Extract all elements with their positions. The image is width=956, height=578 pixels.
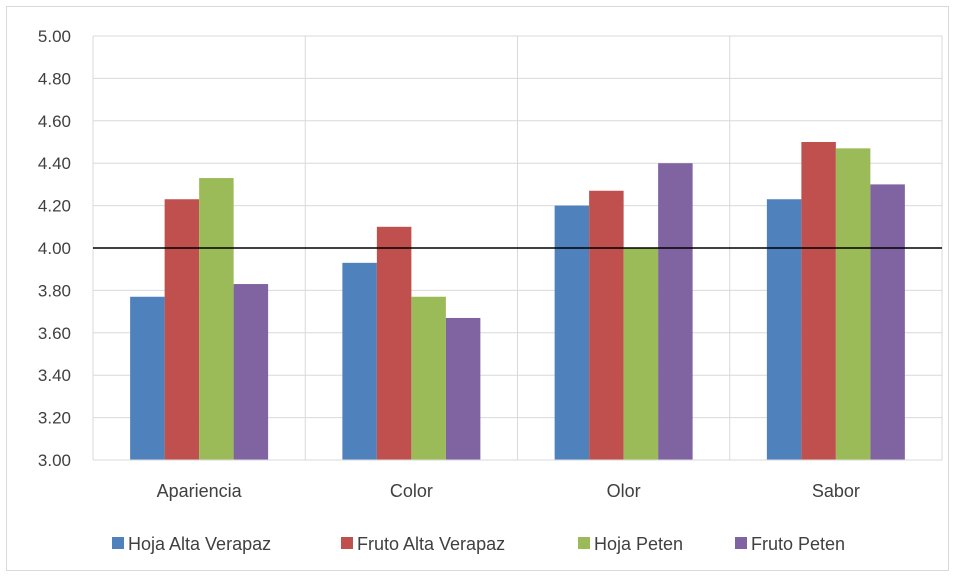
y-tick-label: 4.40 [38, 154, 71, 173]
legend-swatch [341, 537, 353, 549]
y-tick-label: 4.00 [38, 239, 71, 258]
bar [342, 262, 377, 460]
bar [870, 184, 905, 460]
legend-label: Fruto Peten [751, 534, 845, 554]
y-tick-label: 5.00 [38, 27, 71, 46]
legend-swatch [112, 537, 124, 549]
bar [376, 226, 412, 460]
y-tick-label: 4.80 [38, 69, 71, 88]
x-category-label: Apariencia [157, 481, 243, 501]
bars [130, 142, 905, 461]
bar [766, 199, 802, 461]
y-tick-label: 3.00 [38, 451, 71, 470]
x-axis-category-labels: Apariencia Color Olor Sabor [157, 481, 860, 501]
bar [835, 148, 871, 461]
legend: Hoja Alta Verapaz Fruto Alta Verapaz Hoja … [112, 534, 845, 554]
y-tick-label: 3.40 [38, 366, 71, 385]
y-tick-label: 4.20 [38, 197, 71, 216]
bar [554, 205, 590, 460]
y-tick-label: 3.60 [38, 324, 71, 343]
legend-label: Hoja Alta Verapaz [128, 534, 271, 554]
bar [130, 296, 165, 460]
x-category-label: Olor [607, 481, 641, 501]
bar [589, 190, 624, 460]
bar [658, 163, 693, 460]
bar [623, 248, 659, 460]
bar [445, 317, 481, 460]
y-tick-label: 3.80 [38, 281, 71, 300]
bar [233, 284, 269, 460]
legend-swatch [578, 537, 590, 549]
y-axis-tick-labels: 3.00 3.20 3.40 3.60 3.80 4.00 4.20 4.40 4.60 4.80… [38, 27, 71, 470]
legend-swatch [735, 537, 747, 549]
bar [199, 178, 234, 461]
x-category-label: Sabor [812, 481, 860, 501]
bar [801, 142, 836, 460]
legend-label: Hoja Peten [594, 534, 683, 554]
x-category-label: Color [390, 481, 433, 501]
y-tick-label: 3.20 [38, 409, 71, 428]
y-tick-label: 4.60 [38, 112, 71, 131]
bar [411, 296, 446, 460]
legend-label: Fruto Alta Verapaz [357, 534, 505, 554]
bar [164, 199, 200, 461]
